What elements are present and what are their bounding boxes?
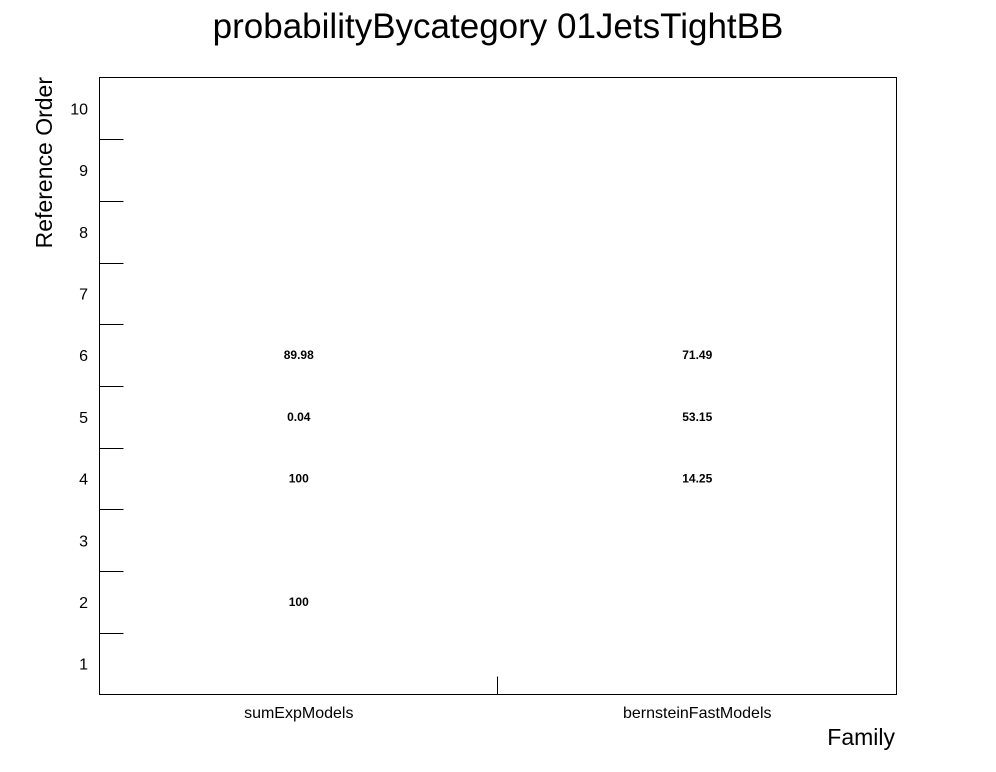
cell-value-label: 14.25 — [682, 472, 712, 486]
plot-frame — [99, 77, 897, 695]
y-tick-label: 3 — [79, 533, 88, 550]
y-tick-label: 10 — [70, 101, 88, 118]
cell-value-label: 53.15 — [682, 410, 712, 424]
x-tick-label: bernsteinFastModels — [623, 705, 772, 722]
y-tick-label: 7 — [79, 286, 88, 303]
y-tick-label: 9 — [79, 163, 88, 180]
cell-value-label: 100 — [289, 595, 309, 609]
y-tick-labels: 1 2 3 4 5 6 7 8 9 10 — [70, 101, 88, 673]
x-tick-label: sumExpModels — [244, 705, 353, 722]
x-tick-labels: sumExpModels bernsteinFastModels — [244, 705, 771, 722]
cell-value-label: 71.49 — [682, 348, 712, 362]
cell-value-label: 100 — [289, 472, 309, 486]
y-axis-title: Reference Order — [31, 77, 57, 249]
x-axis-title: Family — [827, 724, 895, 750]
cell-value-label: 89.98 — [284, 348, 314, 362]
y-tick-label: 1 — [79, 657, 88, 674]
cell-value-label: 0.04 — [287, 410, 311, 424]
chart-title: probabilityBycategory 01JetsTightBB — [213, 7, 784, 46]
y-tick-label: 2 — [79, 595, 88, 612]
y-tick-label: 4 — [79, 472, 88, 489]
y-tick-label: 5 — [79, 410, 88, 427]
y-tick-label: 6 — [79, 348, 88, 365]
cell-labels: 89.98 0.04 100 100 71.49 53.15 14.25 — [284, 348, 713, 609]
y-axis — [99, 139, 124, 634]
y-tick-label: 8 — [79, 225, 88, 242]
